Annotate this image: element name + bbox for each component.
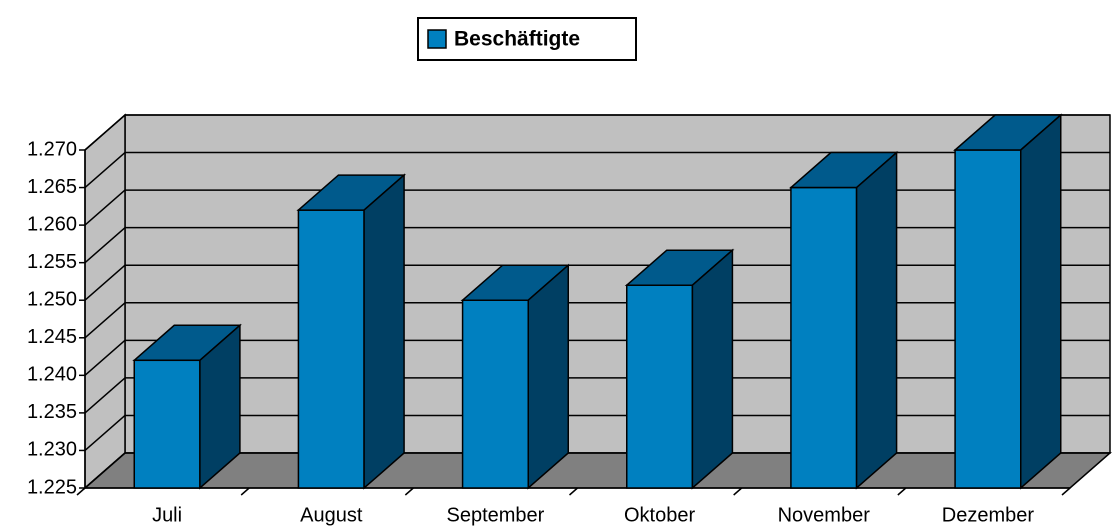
x-tick xyxy=(897,487,907,496)
bar-side xyxy=(363,173,405,490)
y-tick-label: 1.230 xyxy=(27,439,77,461)
x-tick xyxy=(404,487,414,496)
grid-line xyxy=(84,414,126,452)
bar-side xyxy=(1020,113,1062,490)
plot-area: 1.225 1.230 1.235 1.240 1.245 1.250 1.255 1.260… xyxy=(27,113,1112,526)
x-tick xyxy=(76,487,86,496)
bar-front xyxy=(133,359,201,489)
grid-line xyxy=(84,114,126,151)
grid-line xyxy=(84,151,126,189)
x-tick-label: Oktober xyxy=(624,504,695,526)
grid-line xyxy=(84,302,126,339)
x-tick xyxy=(240,487,250,496)
y-tick-label: 1.240 xyxy=(27,364,77,386)
bar-front xyxy=(790,186,858,489)
x-tick xyxy=(1061,487,1071,496)
y-tick-label: 1.245 xyxy=(27,326,77,348)
bar-front xyxy=(297,209,365,489)
y-tick-label: 1.270 xyxy=(27,138,77,160)
bar-side xyxy=(691,248,734,490)
x-tick-label: August xyxy=(300,504,363,526)
grid-line xyxy=(84,189,126,226)
y-tick-label: 1.225 xyxy=(27,476,77,498)
x-tick-label: Dezember xyxy=(942,504,1035,526)
grid-line xyxy=(84,227,126,264)
bar-side xyxy=(199,323,241,490)
legend-box xyxy=(417,17,637,61)
bar-side xyxy=(527,263,569,490)
bar-side xyxy=(855,150,898,490)
y-tick-label: 1.265 xyxy=(27,176,77,198)
bar-front xyxy=(954,149,1022,489)
legend-label: Beschäftigte xyxy=(454,28,580,51)
legend-swatch xyxy=(427,29,447,49)
grid-line xyxy=(84,264,126,301)
x-tick xyxy=(733,487,743,496)
x-tick xyxy=(569,487,578,496)
bar-front xyxy=(626,284,694,489)
y-tick-label: 1.260 xyxy=(27,213,77,235)
grid-line xyxy=(84,339,126,376)
grid-line xyxy=(84,452,126,489)
y-tick-label: 1.255 xyxy=(27,251,77,273)
x-tick-label: November xyxy=(778,504,871,526)
y-tick-label: 1.250 xyxy=(27,289,77,311)
y-tick-label: 1.235 xyxy=(27,401,77,423)
x-tick-label: September xyxy=(446,504,544,526)
grid-line xyxy=(84,377,126,414)
bar-front xyxy=(461,299,530,489)
x-tick-label: Juli xyxy=(152,504,182,526)
